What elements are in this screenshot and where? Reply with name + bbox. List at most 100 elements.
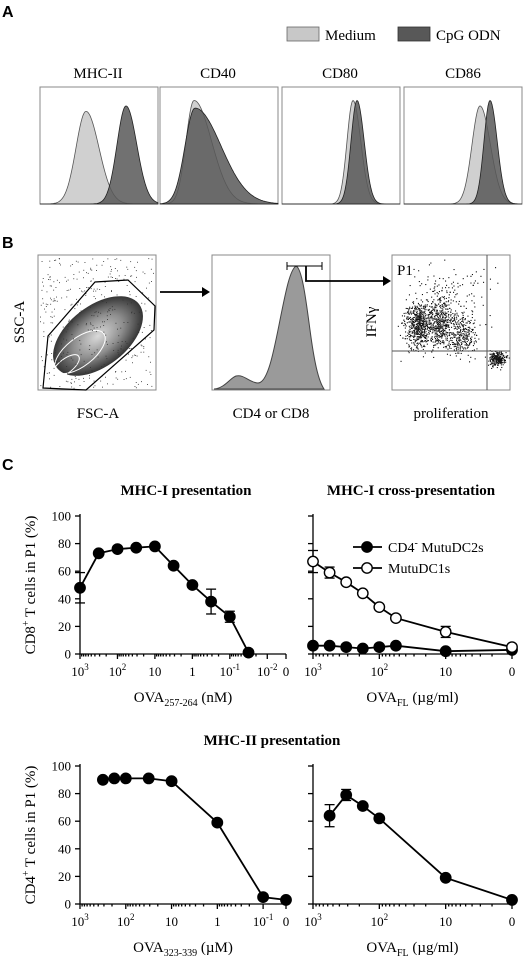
series-line-0 — [328, 793, 513, 901]
dot — [438, 322, 440, 324]
dot — [435, 340, 437, 342]
density-dot — [148, 297, 150, 299]
dot — [434, 329, 436, 331]
dot — [426, 292, 428, 294]
dot — [422, 314, 424, 316]
dot — [447, 308, 449, 310]
dot — [483, 268, 485, 270]
dot — [438, 284, 440, 286]
dot — [441, 314, 443, 316]
dot — [416, 313, 418, 315]
dot — [500, 360, 502, 362]
density-dot — [87, 287, 89, 289]
chart-title: MHC-II presentation — [204, 733, 341, 749]
density-dot — [85, 293, 87, 295]
dot — [409, 306, 411, 308]
density-dot — [75, 260, 77, 262]
density-dot — [72, 359, 74, 361]
dot — [436, 285, 438, 287]
dot — [449, 344, 451, 346]
chart-title: MHC-I cross-presentation — [327, 483, 496, 499]
dot — [412, 306, 414, 308]
dot — [401, 315, 403, 317]
dot — [443, 328, 445, 330]
x-tick-label: 10 — [439, 914, 452, 929]
density-dot — [64, 276, 66, 278]
dot — [427, 276, 429, 278]
dot — [417, 342, 419, 344]
density-dot — [74, 376, 76, 377]
dot — [450, 302, 452, 304]
density-dot — [90, 322, 91, 324]
gate-label-p1: P1 — [397, 263, 413, 279]
density-dot — [102, 321, 103, 323]
dot — [437, 335, 439, 337]
density-dot — [129, 294, 131, 296]
dot — [451, 287, 453, 289]
dot — [443, 330, 445, 332]
dot — [409, 317, 411, 319]
dot — [429, 288, 431, 290]
dot — [472, 345, 474, 347]
dot — [470, 282, 472, 284]
dot — [410, 334, 412, 336]
dot — [450, 315, 452, 317]
dot — [399, 334, 401, 336]
dot — [422, 312, 424, 314]
density-dot — [102, 301, 104, 302]
dot — [455, 326, 457, 328]
dot — [437, 324, 439, 326]
dot — [422, 321, 424, 323]
dot — [431, 306, 433, 308]
dot — [417, 323, 419, 325]
dot — [424, 320, 426, 322]
dot — [430, 326, 432, 328]
dot — [413, 322, 415, 324]
dot — [449, 332, 451, 334]
density-dot — [134, 386, 136, 387]
dot — [502, 358, 504, 360]
dot — [464, 347, 466, 349]
density-dot — [73, 274, 75, 275]
dot — [448, 300, 450, 302]
density-dot — [74, 308, 76, 310]
density-dot — [134, 281, 136, 283]
dot — [422, 348, 424, 350]
dot — [420, 319, 422, 321]
density-dot — [102, 386, 103, 388]
data-point — [356, 642, 369, 655]
density-dot — [120, 348, 122, 349]
dot — [452, 300, 454, 302]
density-dot — [52, 300, 54, 302]
dot — [413, 268, 415, 270]
dot — [450, 314, 452, 316]
dot — [468, 329, 470, 331]
density-dot — [103, 321, 105, 323]
dot — [480, 275, 482, 277]
dot — [417, 347, 419, 349]
dot — [436, 343, 438, 345]
dot — [476, 348, 478, 350]
dot — [471, 313, 473, 315]
dot — [431, 337, 433, 339]
dot — [497, 357, 499, 359]
dot — [422, 341, 424, 343]
density-dot — [89, 375, 90, 377]
dot — [435, 327, 437, 329]
density-dot — [107, 383, 108, 385]
density-dot — [103, 325, 105, 326]
dot — [453, 333, 455, 335]
proliferation-dot-plot — [391, 254, 511, 391]
dot — [407, 313, 409, 315]
dot — [442, 334, 444, 336]
dot — [457, 343, 459, 345]
hist-cpg-0 — [40, 105, 159, 205]
density-dot — [61, 297, 63, 299]
dot — [416, 323, 418, 325]
dot — [417, 325, 419, 327]
dot — [437, 323, 439, 325]
density-contour — [54, 329, 106, 375]
dot — [426, 318, 428, 320]
dot — [445, 323, 447, 325]
dot — [505, 356, 507, 358]
